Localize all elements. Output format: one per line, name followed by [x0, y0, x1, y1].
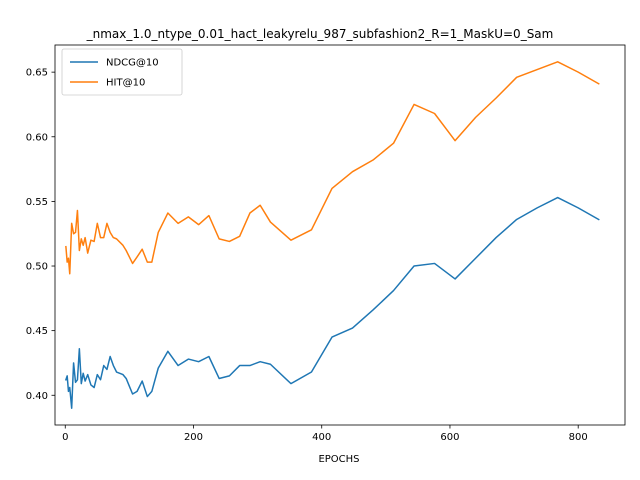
plot-area [55, 45, 625, 425]
y-tick-label: 0.40 [26, 391, 48, 402]
chart-title: _nmax_1.0_ntype_0.01_hact_leakyrelu_987_… [86, 27, 554, 41]
legend-label-ndcg-10: NDCG@10 [106, 58, 159, 69]
legend-label-hit-10: HIT@10 [106, 78, 145, 89]
x-tick-label: 0 [62, 432, 68, 443]
x-tick-label: 200 [184, 432, 203, 443]
x-tick-label: 400 [312, 432, 331, 443]
x-tick-label: 800 [569, 432, 588, 443]
x-tick-label: 600 [440, 432, 459, 443]
series-line-ndcg-10 [64, 196, 600, 409]
series-line-hit-10 [65, 61, 600, 275]
axes-frame [54, 44, 626, 426]
y-tick-label: 0.60 [26, 132, 48, 143]
y-tick-label: 0.50 [26, 262, 48, 273]
axes: 0 200 400 600 800 0.40 0.45 0.50 0.55 0.60 0.65 [26, 44, 626, 443]
series-lines [64, 61, 600, 409]
legend-box [61, 48, 183, 96]
plot-background [55, 45, 625, 425]
y-tick-label: 0.65 [26, 68, 48, 79]
y-tick-label: 0.55 [26, 197, 48, 208]
y-tick-label: 0.45 [26, 326, 48, 337]
legend: NDCG@10 HIT@10 [61, 48, 183, 96]
x-axis-label: EPOCHS [318, 454, 359, 465]
